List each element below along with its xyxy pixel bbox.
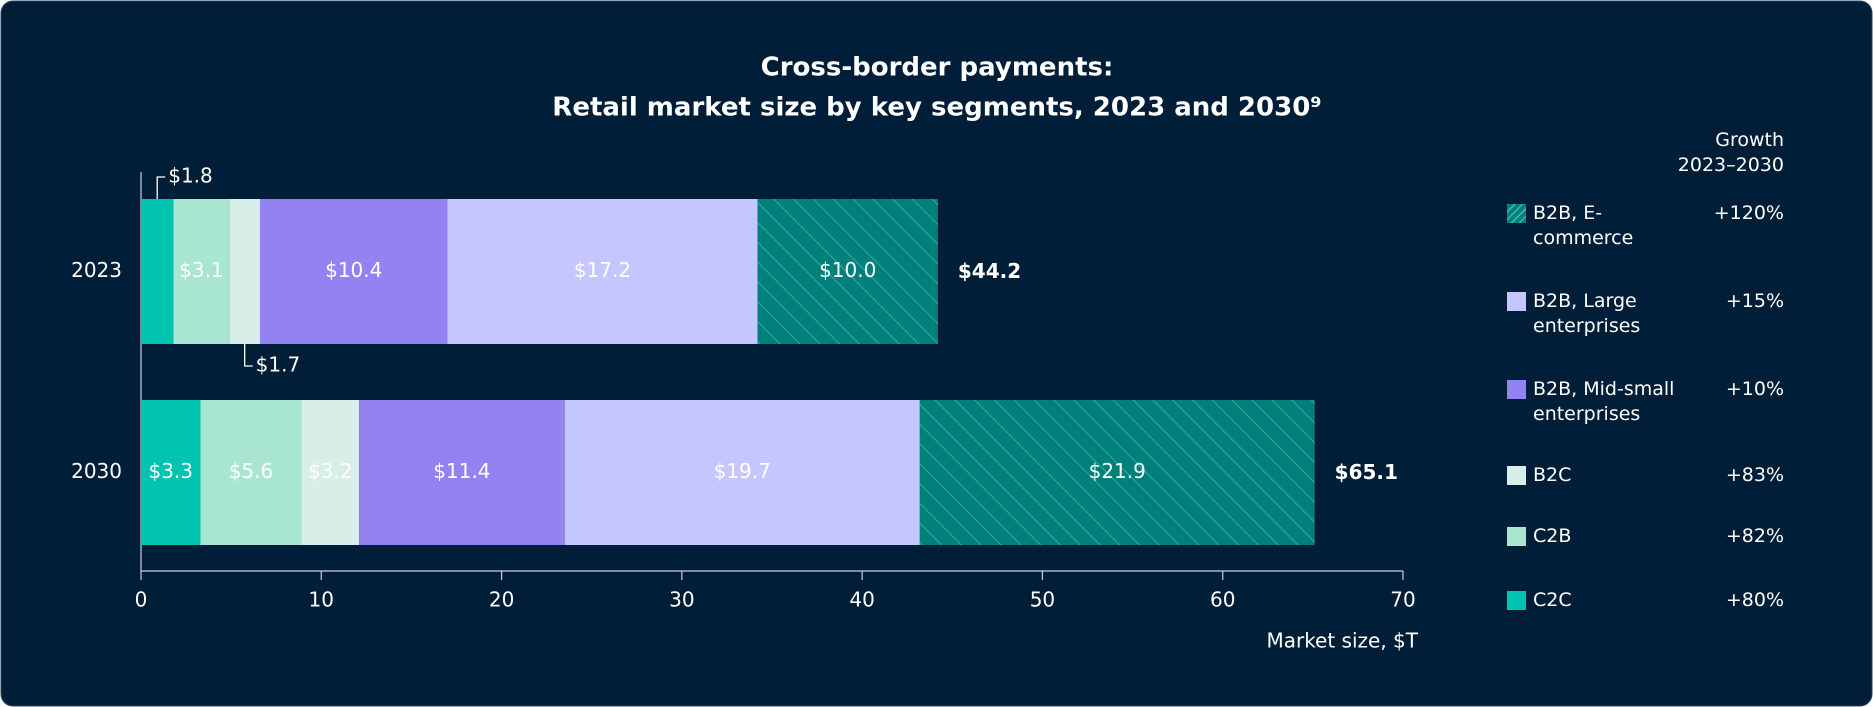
value-label: $10.4 bbox=[325, 258, 382, 282]
value-label: $3.2 bbox=[308, 459, 353, 483]
bar-hatch bbox=[919, 400, 1315, 545]
value-label: $19.7 bbox=[714, 459, 771, 483]
x-tick-label: 40 bbox=[849, 588, 874, 612]
value-label: $5.6 bbox=[229, 459, 274, 483]
bar-segment bbox=[301, 400, 360, 545]
value-label: $10.0 bbox=[819, 258, 876, 282]
x-tick-label: 70 bbox=[1390, 588, 1415, 612]
y-tick-label: 2030 bbox=[71, 459, 122, 483]
x-tick-label: 10 bbox=[309, 588, 334, 612]
bar-segment bbox=[259, 199, 448, 344]
x-axis-label: Market size, $T bbox=[1266, 629, 1418, 653]
x-tick-label: 60 bbox=[1210, 588, 1235, 612]
value-label: $21.9 bbox=[1089, 459, 1146, 483]
bar-segment bbox=[141, 400, 201, 545]
callout-line bbox=[156, 176, 166, 199]
chart-title: Cross-border payments: bbox=[761, 53, 1114, 83]
value-label: $11.4 bbox=[433, 459, 490, 483]
value-label: $3.3 bbox=[148, 459, 193, 483]
total-label: $65.1 bbox=[1335, 460, 1398, 484]
value-label: $1.8 bbox=[168, 164, 213, 188]
x-tick-label: 20 bbox=[489, 588, 514, 612]
bar-segment bbox=[229, 199, 260, 344]
value-label: $17.2 bbox=[574, 258, 631, 282]
bar-segment bbox=[200, 400, 302, 545]
bar-segment bbox=[447, 199, 758, 344]
bar-segment bbox=[141, 199, 174, 344]
total-label: $44.2 bbox=[958, 259, 1021, 283]
value-label: $3.1 bbox=[179, 258, 224, 282]
x-tick-label: 50 bbox=[1030, 588, 1055, 612]
bar-segment bbox=[564, 400, 920, 545]
x-tick-label: 30 bbox=[669, 588, 694, 612]
chart-title: Retail market size by key segments, 2023… bbox=[552, 93, 1321, 123]
value-label: $1.7 bbox=[256, 353, 301, 377]
callout-line bbox=[244, 344, 253, 367]
x-tick-label: 0 bbox=[135, 588, 148, 612]
y-tick-label: 2023 bbox=[71, 258, 122, 282]
bar-segment bbox=[173, 199, 230, 344]
bar-hatch bbox=[757, 199, 938, 344]
bar-segment bbox=[359, 400, 565, 545]
